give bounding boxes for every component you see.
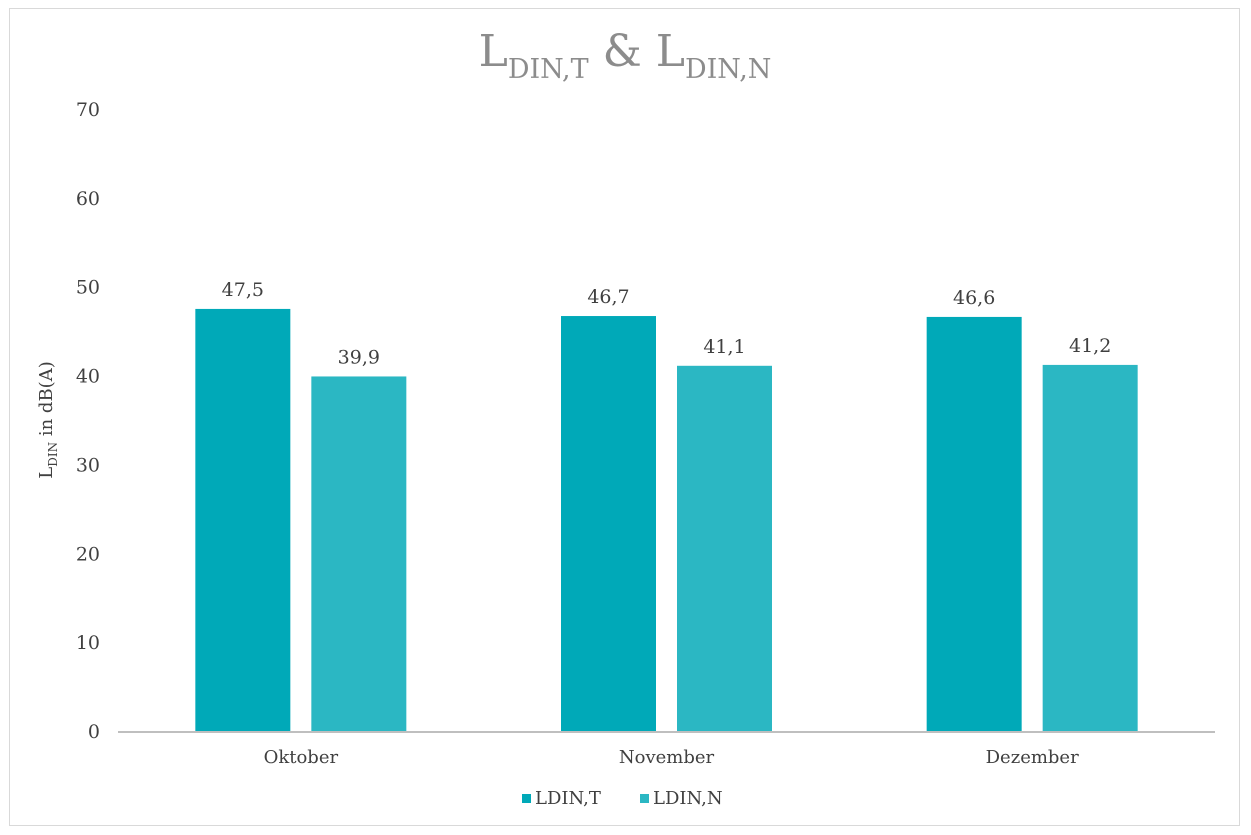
data-label: 46,7 [587,286,629,308]
y-axis-label: LDIN in dB(A) [36,361,60,478]
y-tick-label: 20 [76,543,100,565]
bar-ldin-n-oktober [311,376,407,731]
legend-label: LDIN,T [535,788,601,809]
bar-ldin-t-november [561,316,656,731]
y-tick-label: 70 [76,99,100,121]
x-category-label: Oktober [264,747,339,768]
x-category-label: November [619,747,715,768]
chart-title: LDIN,T & LDIN,N [479,26,772,85]
bars [195,308,1138,731]
y-tick-label: 50 [76,277,100,299]
data-labels: 47,5 39,9 46,7 41,1 46,6 41,2 [222,279,1112,369]
data-label: 41,1 [703,336,745,358]
x-axis-categories: Oktober November Dezember [264,747,1080,768]
y-tick-label: 0 [88,721,100,743]
data-label: 39,9 [338,346,380,368]
y-axis-ticks: 0 10 20 30 40 50 60 70 [76,99,100,743]
legend: LDIN,T LDIN,N [522,788,723,809]
y-tick-label: 30 [76,454,100,476]
legend-label: LDIN,N [653,788,723,809]
y-tick-label: 10 [76,632,100,654]
data-label: 46,6 [953,287,995,309]
bar-ldin-n-dezember [1042,364,1138,731]
x-category-label: Dezember [986,747,1079,768]
data-label: 47,5 [222,279,264,301]
y-tick-label: 60 [76,188,100,210]
legend-swatch [522,794,531,803]
legend-swatch [640,794,649,803]
bar-ldin-n-november [677,365,772,731]
bar-ldin-t-dezember [926,316,1022,731]
bar-ldin-t-oktober [195,308,291,731]
y-tick-label: 40 [76,366,100,388]
data-label: 41,2 [1069,335,1111,357]
